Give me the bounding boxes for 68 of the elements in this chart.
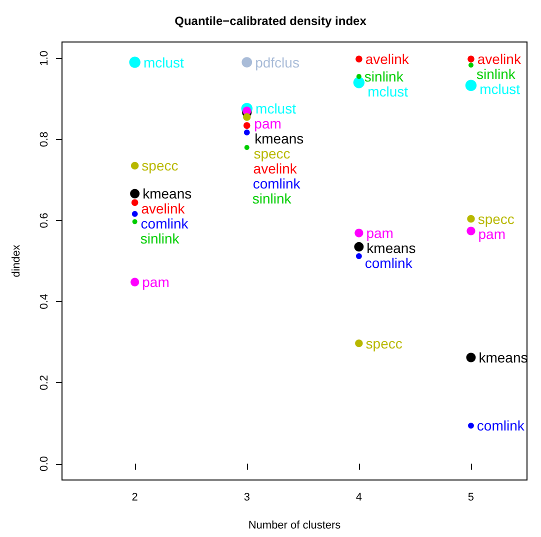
point <box>132 219 138 224</box>
y-tick-label: 0.2 <box>38 375 50 390</box>
text: sinlink <box>476 66 516 82</box>
series-label: specc <box>142 158 178 174</box>
y-tick-label: 0.6 <box>38 212 50 228</box>
y-tick-label: 0.0 <box>38 456 50 472</box>
point <box>353 76 365 88</box>
point <box>244 144 250 150</box>
point <box>129 56 140 68</box>
series-label: pam <box>142 274 170 290</box>
point <box>356 74 362 79</box>
point <box>466 352 476 362</box>
text: sinlink <box>252 190 292 207</box>
text: avelink <box>253 160 297 177</box>
point <box>131 199 138 206</box>
point <box>468 62 474 68</box>
x-tick-label: 5 <box>468 492 474 504</box>
text: mclust <box>256 100 296 117</box>
point <box>466 226 476 236</box>
point <box>243 122 250 129</box>
point <box>243 113 251 121</box>
text: avelink <box>141 200 185 217</box>
chart-title: Quantile−calibrated density index <box>174 14 367 28</box>
x-tick-label: 3 <box>244 492 250 504</box>
text: pam <box>254 116 282 132</box>
point <box>467 214 475 223</box>
text: mclust <box>368 83 408 100</box>
series-label: kmeans <box>142 186 192 202</box>
point <box>356 56 362 62</box>
text: kmeans <box>478 350 528 366</box>
text: pam <box>478 226 506 242</box>
text: specc <box>366 335 402 352</box>
point <box>132 211 138 217</box>
text: kmeans <box>366 240 416 256</box>
series-label: comlink <box>476 418 526 434</box>
text: comlink <box>252 176 300 192</box>
text: pam <box>366 225 394 242</box>
series-label: pdfclus <box>255 54 300 70</box>
text: sinlink <box>140 230 180 247</box>
point <box>468 56 474 62</box>
x-tick-label: 2 <box>132 492 138 504</box>
series-label: sinlink <box>364 68 404 84</box>
text: specc <box>478 210 514 227</box>
y-tick-label: 0.4 <box>38 294 50 310</box>
y-tick-label: 1.0 <box>38 50 50 66</box>
y-axis-title: dindex <box>10 244 22 278</box>
y-tick-label: 0.8 <box>38 132 50 147</box>
point <box>354 242 364 252</box>
series-label: mclust <box>143 54 184 70</box>
text: kmeans <box>254 130 304 147</box>
point <box>242 57 252 68</box>
point <box>356 253 362 260</box>
series-label: avelink <box>365 51 410 68</box>
x-axis-title: Number of clusters <box>248 520 342 532</box>
text: comlink <box>140 216 188 232</box>
text: avelink <box>477 51 521 68</box>
point <box>354 228 364 238</box>
point <box>244 129 250 136</box>
point <box>465 80 477 92</box>
point <box>130 162 139 170</box>
x-tick-label: 4 <box>356 492 362 504</box>
text: comlink <box>364 255 412 272</box>
text: specc <box>254 146 290 162</box>
point <box>130 278 140 286</box>
point <box>355 339 363 348</box>
point <box>130 188 140 198</box>
text: mclust <box>480 81 520 98</box>
point <box>468 422 474 429</box>
